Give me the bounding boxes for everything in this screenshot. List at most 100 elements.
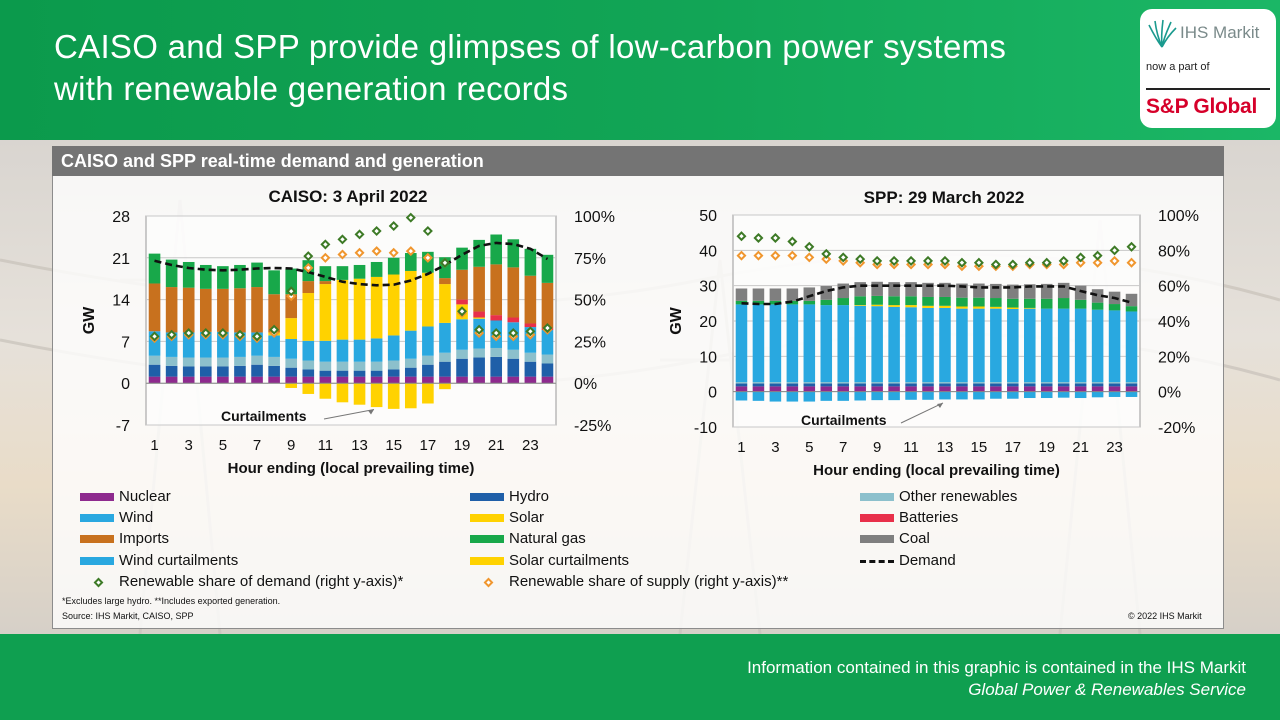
bar-natural-gas bbox=[990, 298, 1002, 307]
bar-other-renewables bbox=[769, 382, 782, 384]
bar-imports bbox=[439, 278, 451, 285]
bar-hydro bbox=[820, 383, 833, 387]
bar-natural-gas bbox=[1125, 306, 1138, 312]
bar-wind bbox=[302, 340, 315, 361]
marker-renewable-share-demand bbox=[770, 232, 781, 243]
bar-natural-gas bbox=[888, 296, 900, 306]
bar-other-renewables bbox=[217, 357, 229, 367]
bar-wind bbox=[251, 332, 263, 356]
logo-divider bbox=[1146, 88, 1270, 90]
marker-renewable-share-demand bbox=[1024, 257, 1035, 268]
bar-natural-gas bbox=[524, 248, 537, 276]
marker-renewable-share-demand bbox=[1092, 250, 1103, 261]
bar-nuclear bbox=[148, 376, 161, 384]
bar-hydro bbox=[165, 365, 178, 377]
y-tick-label: 28 bbox=[112, 209, 130, 226]
x-tick-label: 23 bbox=[522, 437, 539, 454]
marker-renewable-share-supply bbox=[303, 262, 314, 273]
bar-nuclear bbox=[302, 376, 315, 384]
legend-label: Coal bbox=[899, 530, 930, 547]
marker-renewable-share-demand bbox=[183, 328, 194, 339]
legend-dash bbox=[860, 560, 894, 563]
bar-wind bbox=[439, 322, 451, 353]
bar-natural-gas bbox=[490, 234, 503, 265]
legend-label: Natural gas bbox=[509, 530, 586, 547]
bar-wind-curtailments bbox=[956, 391, 968, 400]
bar-batteries bbox=[507, 317, 520, 323]
bar-wind-curtailments bbox=[922, 391, 934, 400]
x-tick-label: 1 bbox=[150, 437, 158, 454]
bar-solar-curtailments bbox=[302, 383, 315, 394]
bar-wind bbox=[888, 306, 900, 383]
bar-other-renewables bbox=[786, 382, 799, 384]
x-tick-label: 23 bbox=[1106, 439, 1123, 456]
marker-renewable-share-demand bbox=[457, 306, 468, 317]
bar-coal bbox=[939, 282, 951, 297]
bar-natural-gas bbox=[1091, 302, 1104, 310]
bar-wind bbox=[1024, 308, 1036, 383]
bar-wind-curtailments bbox=[871, 391, 883, 401]
bar-wind-curtailments bbox=[820, 391, 833, 401]
bar-other-renewables bbox=[507, 349, 520, 359]
bar-natural-gas bbox=[1040, 298, 1053, 309]
bar-wind bbox=[939, 307, 951, 383]
x-tick-label: 7 bbox=[839, 439, 847, 456]
bar-other-renewables bbox=[319, 361, 332, 371]
bar-solar bbox=[939, 305, 951, 308]
y2-tick-label: 100% bbox=[1158, 208, 1199, 225]
bar-wind bbox=[1057, 308, 1070, 383]
bar-natural-gas bbox=[541, 254, 554, 283]
bar-other-renewables bbox=[922, 382, 934, 384]
x-tick-label: 1 bbox=[737, 439, 745, 456]
legend-label: Solar curtailments bbox=[509, 552, 630, 569]
marker-renewable-share-supply bbox=[337, 249, 348, 260]
marker-renewable-share-demand bbox=[508, 328, 519, 339]
legend-swatch bbox=[470, 493, 504, 501]
bar-imports bbox=[473, 266, 485, 312]
bar-other-renewables bbox=[973, 382, 985, 384]
bar-nuclear bbox=[888, 386, 900, 392]
bar-other-renewables bbox=[165, 356, 178, 366]
bar-wind bbox=[786, 304, 799, 383]
legend-label: Imports bbox=[119, 530, 170, 547]
bar-wind-curtailments bbox=[973, 391, 985, 400]
marker-renewable-share-demand bbox=[1109, 245, 1120, 256]
bar-nuclear bbox=[803, 386, 816, 392]
bar-natural-gas bbox=[268, 270, 280, 295]
bar-wind bbox=[769, 304, 782, 383]
bar-natural-gas bbox=[939, 296, 951, 306]
bar-hydro bbox=[524, 361, 537, 377]
bar-natural-gas bbox=[285, 268, 298, 295]
marker-renewable-share-demand bbox=[872, 255, 883, 266]
legend-label: Other renewables bbox=[899, 488, 1018, 505]
bar-coal bbox=[990, 283, 1002, 299]
bar-nuclear bbox=[1007, 386, 1019, 392]
bar-hydro bbox=[871, 383, 883, 387]
bar-nuclear bbox=[922, 386, 934, 392]
logo: IHS Markit now a part of S&P Global bbox=[1140, 9, 1276, 128]
bar-nuclear bbox=[1125, 386, 1138, 392]
bar-solar-curtailments bbox=[353, 383, 366, 405]
marker-renewable-share-demand bbox=[1126, 241, 1137, 252]
y-tick-label: 50 bbox=[699, 208, 717, 225]
y-axis-label: GW bbox=[668, 306, 685, 334]
bar-natural-gas bbox=[837, 298, 849, 306]
y2-tick-label: 100% bbox=[574, 209, 615, 226]
marker-renewable-share-demand bbox=[269, 324, 280, 335]
x-tick-label: 15 bbox=[385, 437, 402, 454]
bar-hydro bbox=[217, 366, 229, 377]
y2-tick-label: 0% bbox=[574, 376, 597, 393]
bar-imports bbox=[302, 281, 315, 294]
bar-nuclear bbox=[165, 376, 178, 384]
bar-hydro bbox=[199, 366, 212, 377]
bar-other-renewables bbox=[439, 352, 451, 362]
bar-imports bbox=[182, 287, 195, 333]
bar-coal bbox=[786, 288, 799, 301]
bar-wind bbox=[956, 308, 968, 383]
bar-nuclear bbox=[524, 376, 537, 384]
bar-coal bbox=[1125, 293, 1138, 307]
annotation-arrow bbox=[900, 402, 944, 424]
bar-imports bbox=[148, 283, 161, 332]
bar-wind bbox=[524, 327, 537, 353]
x-tick-label: 15 bbox=[971, 439, 988, 456]
